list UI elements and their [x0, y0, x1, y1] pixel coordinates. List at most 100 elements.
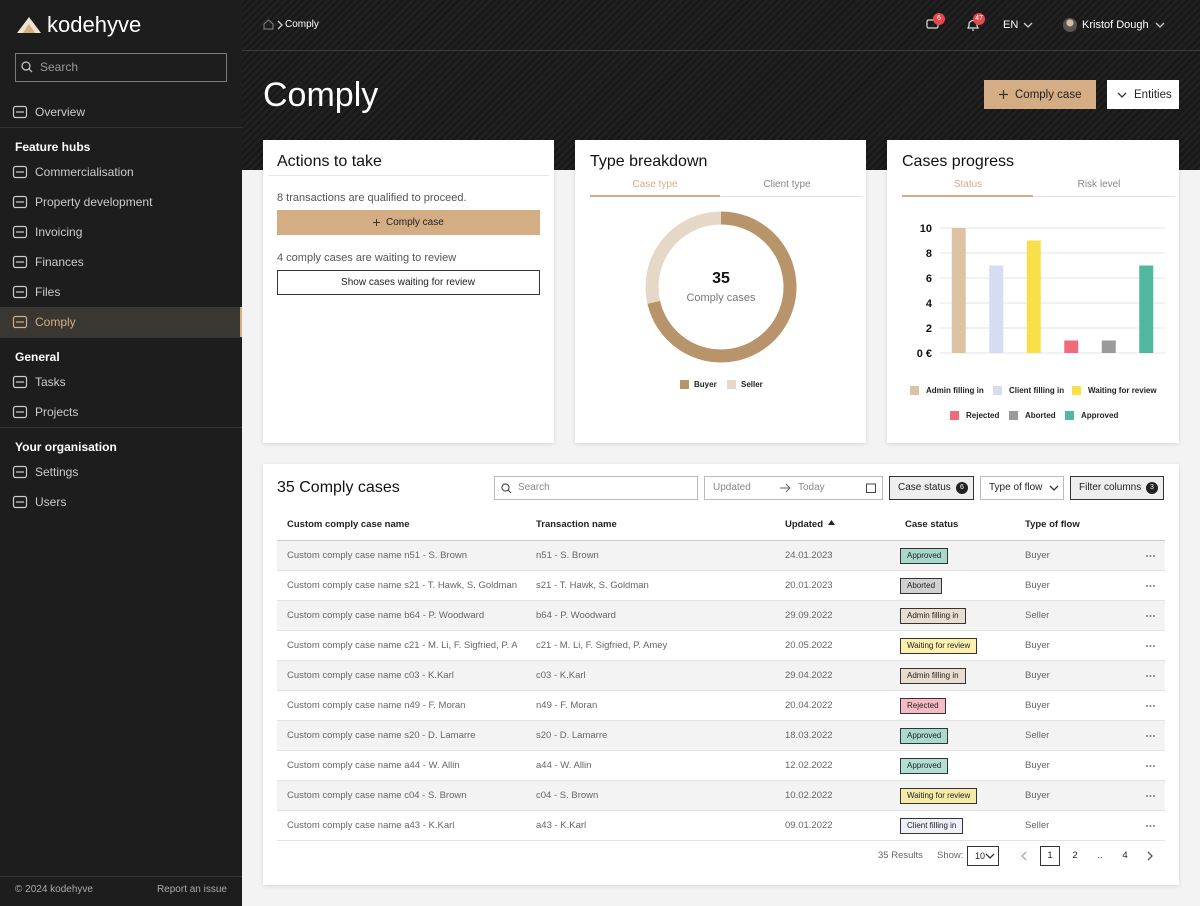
tab[interactable]: Risk level [1077, 179, 1121, 190]
legend-label: Rejected [966, 411, 1000, 420]
y-tick-label: 8 [926, 248, 932, 260]
page-link[interactable]: 2 [1072, 850, 1078, 861]
row-menu [1146, 645, 1155, 647]
nav-icon [12, 285, 28, 299]
row-menu [1146, 795, 1155, 797]
column-header[interactable]: Type of flow [1025, 519, 1080, 530]
tab[interactable]: Client type [763, 179, 811, 190]
menu-dot [1149, 615, 1152, 617]
page-title: Comply [263, 76, 379, 114]
legend-label: Buyer [694, 380, 717, 389]
filter-label: Filter columns [1079, 482, 1142, 493]
nav-item[interactable]: Settings [35, 465, 79, 479]
table-cell: 09.01.2022 [785, 820, 833, 831]
column-header[interactable]: Updated [785, 519, 823, 530]
nav-item[interactable]: Property development [35, 195, 153, 209]
count-badge [956, 482, 968, 494]
table-row[interactable] [277, 721, 1165, 751]
nav-item[interactable]: Files [35, 285, 61, 299]
icon-shape [12, 165, 28, 179]
calendar-shape [866, 483, 876, 493]
card-title: Actions to take [277, 153, 382, 170]
filter-button[interactable] [980, 476, 1064, 500]
menu-dot [1149, 795, 1152, 797]
menu-dot [1146, 825, 1148, 827]
tab-line [1033, 196, 1175, 197]
nav-item[interactable]: Users [35, 495, 67, 509]
status-badge: Waiting for review [900, 788, 978, 804]
column-header[interactable]: Transaction name [536, 519, 617, 530]
breadcrumb: Comply [285, 19, 319, 30]
table-cell: Custom comply case name n49 - F. Moran [287, 700, 466, 711]
icon-shape [12, 225, 28, 239]
table-cell: 20.04.2022 [785, 700, 833, 711]
header-divider [242, 50, 1200, 51]
filter-label: Type of flow [989, 482, 1043, 493]
tab[interactable]: Status [953, 179, 983, 190]
y-tick-label: 4 [926, 298, 933, 310]
nav-item[interactable]: Commercialisation [35, 165, 134, 179]
report-link[interactable]: Report an issue [156, 884, 227, 895]
table-row[interactable] [277, 541, 1165, 571]
nav-item[interactable]: Overview [35, 105, 86, 119]
nav-item[interactable]: Finances [35, 255, 84, 269]
table-cell: 20.01.2023 [785, 580, 833, 591]
table-row[interactable] [277, 751, 1165, 781]
icon-shape [12, 465, 28, 479]
legend-swatch [1065, 411, 1074, 420]
card [575, 140, 866, 443]
nav-item[interactable]: Projects [35, 405, 79, 419]
row-menu [1146, 765, 1155, 767]
language[interactable]: EN [1003, 19, 1019, 31]
page-size-select[interactable] [967, 846, 999, 866]
nav-group-title: Feature hubs [15, 140, 91, 154]
notifications-count: 47 [975, 15, 983, 22]
table-row[interactable] [277, 691, 1165, 721]
nav-item[interactable]: Tasks [35, 375, 66, 389]
table-row[interactable] [277, 601, 1165, 631]
nav-icon [12, 495, 28, 509]
status-badge: Client filling in [900, 818, 964, 834]
menu-dot [1153, 585, 1155, 587]
legend-swatch [1072, 386, 1081, 395]
menu-dot [1153, 645, 1155, 647]
page-link[interactable]: 1 [1047, 850, 1053, 861]
table-row[interactable] [277, 781, 1165, 811]
tab[interactable]: Case type [632, 179, 678, 190]
column-header[interactable]: Custom comply case name [287, 519, 410, 530]
table-cell: Custom comply case name s20 - D. Lamarre [287, 730, 476, 741]
page-link[interactable]: .. [1097, 850, 1103, 861]
logo-shape [23, 24, 35, 33]
sidebar-divider [0, 427, 242, 428]
menu-dot [1149, 675, 1152, 677]
search-glass [21, 61, 31, 71]
chevron [277, 20, 283, 30]
page-link[interactable]: 4 [1122, 850, 1128, 861]
action-button[interactable] [277, 210, 540, 235]
user-name[interactable]: Kristof Dough [1082, 19, 1149, 31]
table-row[interactable] [277, 571, 1165, 601]
menu-dot [1149, 765, 1152, 767]
tab-underline [902, 195, 1033, 197]
column-header[interactable]: Case status [905, 519, 959, 530]
menu-dot [1146, 765, 1148, 767]
table-row[interactable] [277, 631, 1165, 661]
arrow-shape [780, 483, 791, 493]
row-menu [1146, 735, 1155, 737]
donut-segment [645, 211, 722, 304]
action-button[interactable] [277, 270, 540, 295]
menu-dot [1146, 675, 1148, 677]
sidebar-footer-divider [0, 876, 242, 877]
legend-label: Admin filling in [926, 386, 984, 395]
nav-item[interactable]: Comply [35, 315, 76, 329]
bar [1064, 340, 1079, 353]
y-tick-label: 10 [920, 223, 932, 235]
table-search[interactable] [494, 476, 698, 500]
table-row[interactable] [277, 811, 1165, 841]
donut-segment [647, 211, 797, 363]
table-row[interactable] [277, 661, 1165, 691]
nav-item[interactable]: Invoicing [35, 225, 83, 239]
date-range[interactable] [704, 476, 883, 500]
menu-dot [1149, 705, 1152, 707]
plus-icon [373, 219, 380, 226]
